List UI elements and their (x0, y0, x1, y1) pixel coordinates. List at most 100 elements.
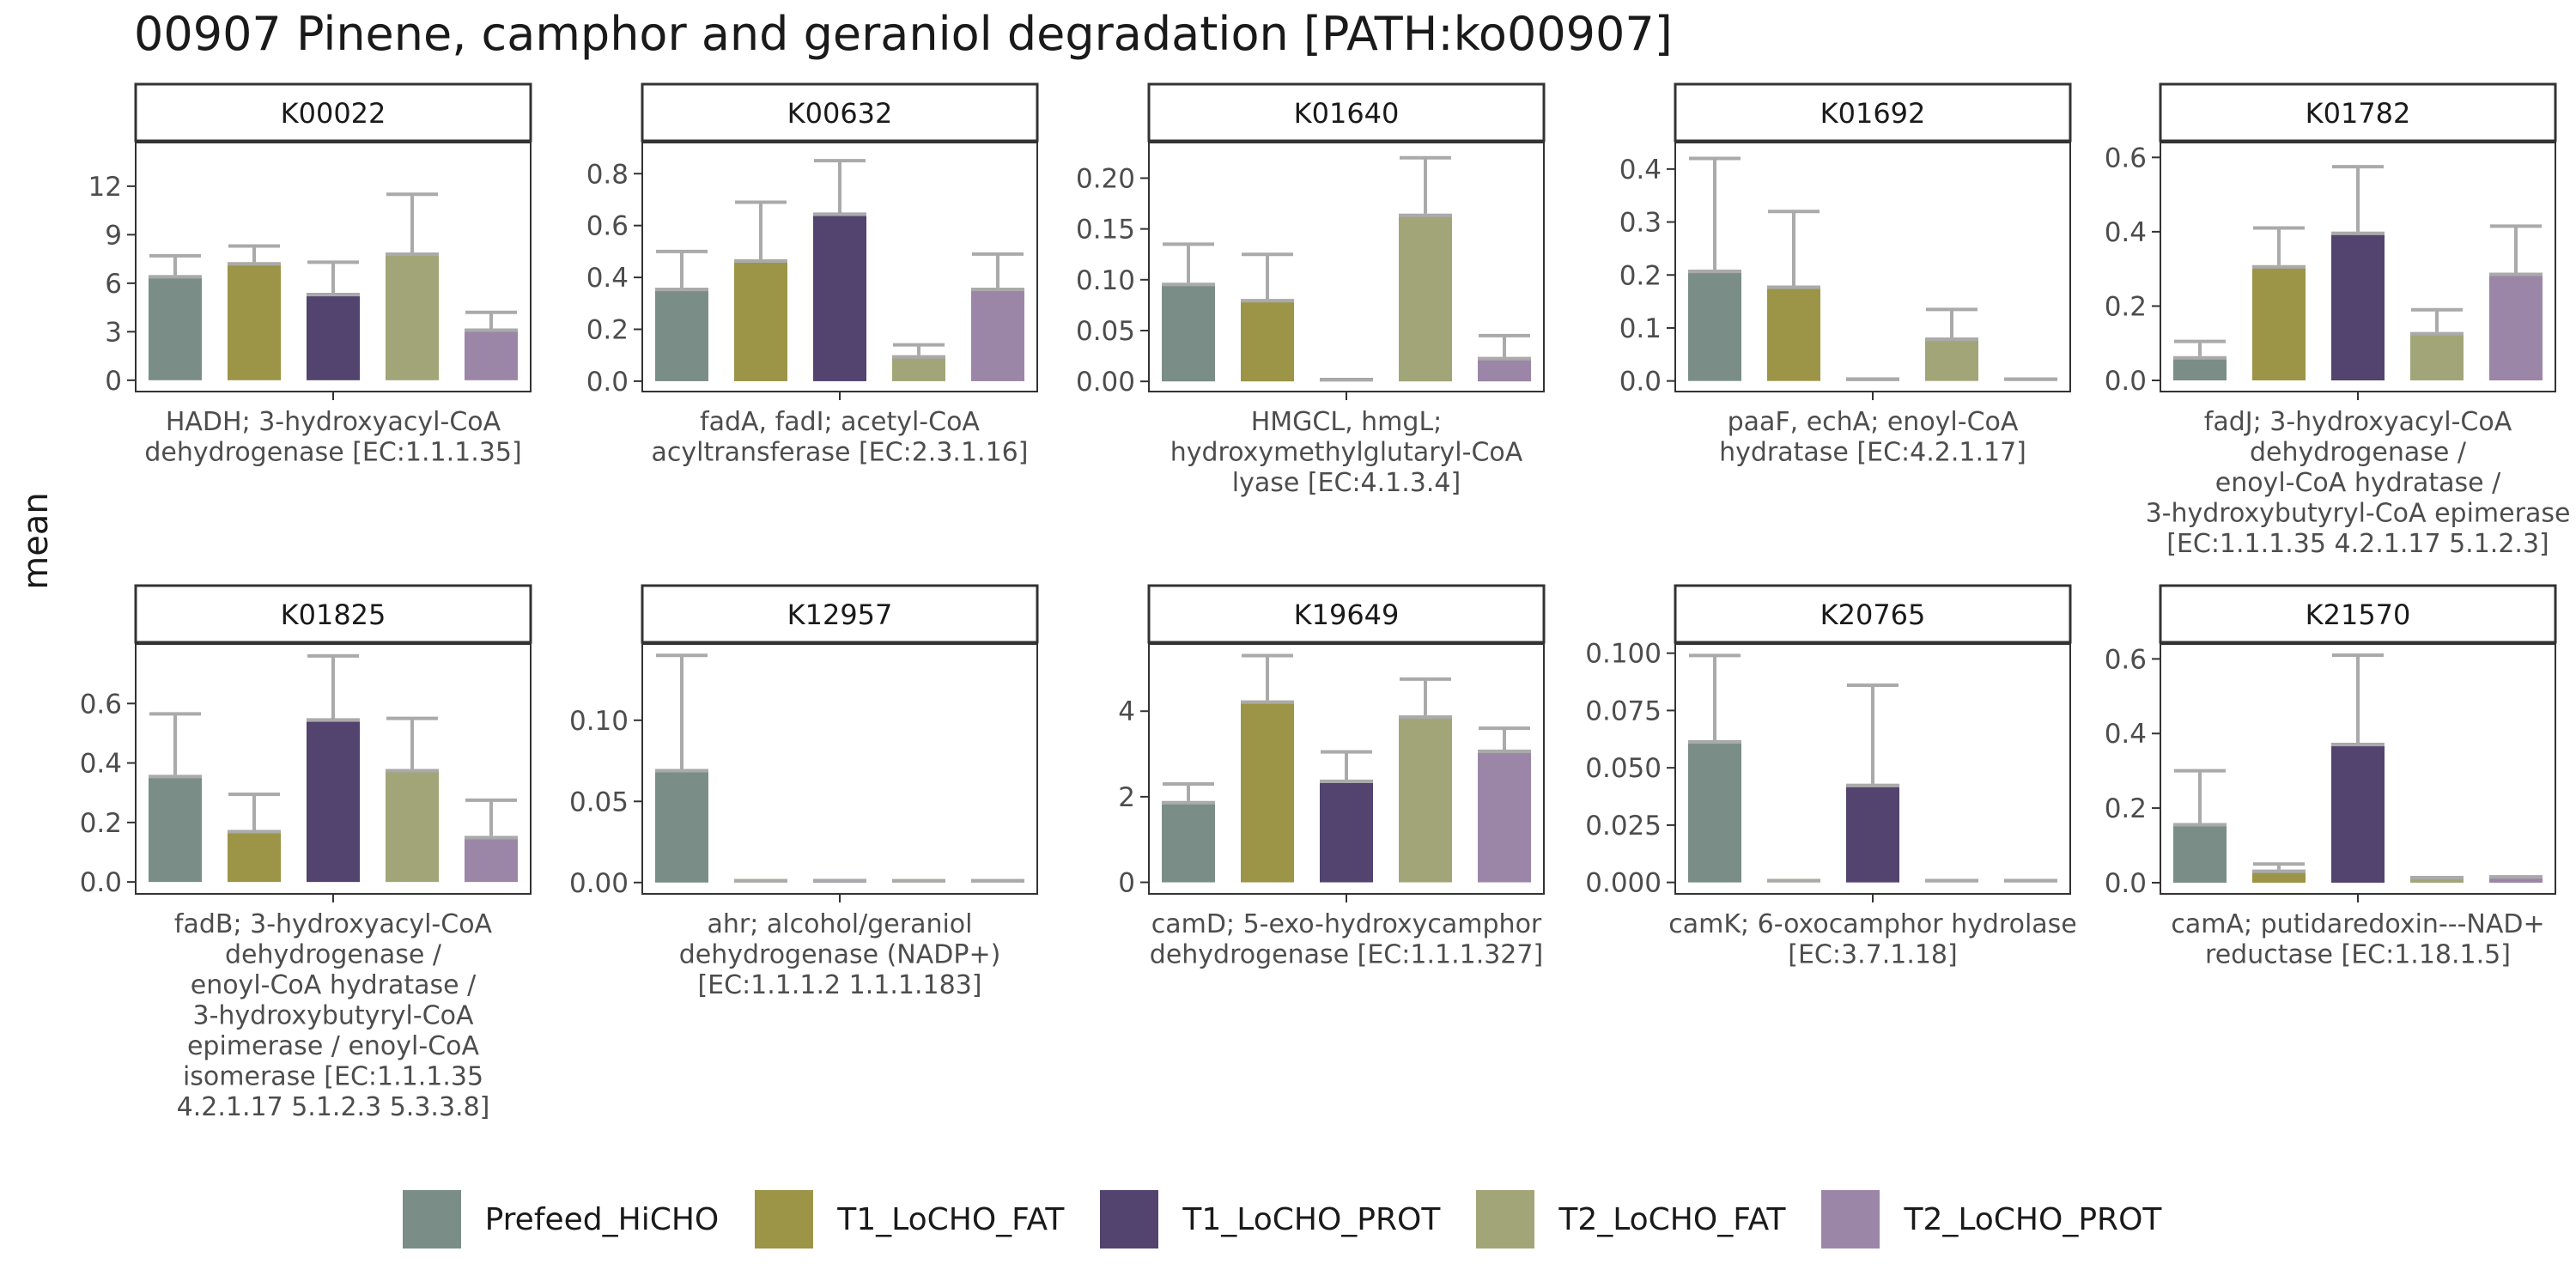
y-tick-label: 0.2 (1619, 260, 1662, 291)
legend-label: T2_LoCHO_FAT (1558, 1201, 1786, 1237)
y-tick-label: 0.05 (569, 787, 629, 817)
y-tick-label: 0.2 (586, 315, 629, 346)
x-tick-label: paaF, echA; enoyl-CoA hydratase [EC:4.2.1… (1719, 407, 2026, 468)
bar (307, 293, 360, 380)
bar (1399, 213, 1452, 382)
x-tick-label-line: dehydrogenase / (225, 940, 442, 970)
bar (1320, 779, 1373, 883)
bar (892, 355, 945, 381)
y-tick-label: 0.0 (1619, 367, 1662, 398)
y-tick-label: 6 (105, 269, 122, 300)
bar (2331, 743, 2385, 883)
x-tick-label: camK; 6-oxocamphor hydrolase [EC:3.7.1.18… (1668, 909, 2077, 970)
x-tick-label: camD; 5-exo-hydroxycamphor dehydrogenase … (1150, 909, 1543, 970)
y-tick-label: 0.4 (1619, 155, 1662, 185)
bar (1688, 270, 1741, 381)
facet-strip-label: K00022 (281, 97, 386, 130)
x-tick-label-line: camK; 6-oxocamphor hydrolase (1668, 909, 2077, 939)
y-tick-label: 0 (105, 366, 122, 397)
facet-strip (641, 82, 1039, 143)
y-tick-label: 0.00 (569, 868, 629, 899)
bar (1478, 356, 1531, 382)
facet-strip (1147, 584, 1546, 644)
y-tick-label: 0.6 (2105, 143, 2147, 173)
facet-strip (641, 584, 1039, 644)
bar (2173, 823, 2227, 883)
y-tick-label: 0.8 (586, 159, 629, 190)
bar (971, 288, 1024, 381)
x-tick-label: fadB; 3-hydroxyacyl-CoA dehydrogenase / en… (174, 909, 493, 1122)
y-tick-label: 0.4 (2105, 719, 2147, 750)
y-tick-label: 0.2 (2105, 291, 2147, 322)
x-tick-label: fadJ; 3-hydroxyacyl-CoA dehydrogenase / en… (2146, 407, 2571, 559)
y-tick-label: 0.6 (80, 689, 122, 720)
facet-panel: K01782 0.0 0.2 0.4 0.6 fadJ; 3-hydroxyacyl-Co… (2105, 82, 2571, 559)
facet-strip (2159, 584, 2557, 644)
bar (1162, 283, 1215, 382)
y-tick-label: 0.6 (2105, 644, 2147, 675)
y-tick-label: 0.000 (1585, 868, 1662, 899)
legend-label: T1_LoCHO_PROT (1182, 1201, 1441, 1237)
x-tick-label-line: fadA, fadI; acetyl-CoA (700, 407, 980, 437)
facet-strip-label: K01692 (1820, 97, 1926, 130)
x-tick-label: HMGCL, hmgL; hydroxymethylglutaryl-CoA lya… (1170, 407, 1523, 498)
legend-key (755, 1190, 814, 1249)
bar (1846, 783, 1899, 883)
y-tick-label: 0.6 (586, 211, 629, 242)
legend-key (1821, 1190, 1880, 1249)
legend-label: T2_LoCHO_PROT (1904, 1201, 2162, 1237)
x-tick-label-line: acyltransferase [EC:2.3.1.16] (652, 438, 1029, 468)
chart-title: 00907 Pinene, camphor and geraniol degra… (134, 7, 1673, 61)
facet-panel: K00632 0.0 0.2 0.4 0.6 0.8 fadA, fadI; acetyl-… (586, 82, 1039, 468)
x-tick-label-line: dehydrogenase [EC:1.1.1.327] (1150, 940, 1543, 970)
legend-item: T1_LoCHO_PROT (1100, 1190, 1452, 1249)
facet-strip-label: K01825 (281, 598, 386, 631)
x-tick-label-line: 3-hydroxybutyryl-CoA (193, 1001, 474, 1031)
y-tick-label: 3 (105, 317, 122, 348)
y-tick-label: 0.100 (1585, 639, 1662, 670)
y-tick-label: 0.15 (1076, 215, 1135, 246)
bar (2331, 231, 2385, 381)
bar (465, 835, 518, 883)
y-tick-label: 0.4 (586, 263, 629, 294)
y-tick-label: 0 (1118, 868, 1135, 899)
bar (307, 718, 360, 883)
facet-panel: K21570 0.0 0.2 0.4 0.6 camA; putidaredoxin---… (2105, 584, 2557, 970)
facet-panel: K01825 0.0 0.2 0.4 0.6 fadB; 3-hydroxyacyl-Co… (80, 584, 532, 1122)
bar (2252, 264, 2306, 381)
y-tick-label: 0.0 (2105, 366, 2147, 397)
facet-strip-label: K12957 (787, 598, 893, 631)
facet-strip (1147, 82, 1546, 143)
y-tick-label: 0.20 (1076, 163, 1135, 194)
y-tick-label: 2 (1118, 782, 1135, 813)
x-tick-label-line: hydratase [EC:4.2.1.17] (1719, 438, 2026, 468)
facet-strip-label: K20765 (1820, 598, 1926, 631)
bar (1241, 700, 1294, 883)
x-tick-label-line: reductase [EC:1.18.1.5] (2205, 940, 2511, 970)
y-tick-label: 0.1 (1619, 313, 1662, 344)
x-tick-label: ahr; alcohol/geraniol dehydrogenase (NADP… (679, 909, 1001, 1000)
y-tick-label: 0.2 (80, 808, 122, 839)
facet-strip-label: K00632 (787, 97, 893, 130)
bar (1688, 740, 1741, 883)
x-tick-label: camA; putidaredoxin---NAD+ reductase [EC:… (2171, 909, 2544, 970)
y-tick-label: 0.0 (80, 867, 122, 898)
bar (2489, 875, 2543, 883)
x-tick-label-line: [EC:3.7.1.18] (1788, 940, 1957, 970)
facet-strip (134, 584, 532, 644)
x-tick-label-line: [EC:1.1.1.35 4.2.1.17 5.1.2.3] (2166, 529, 2549, 559)
x-tick-label-line: [EC:1.1.1.2 1.1.1.183] (697, 970, 981, 1000)
x-tick-label-line: 3-hydroxybutyryl-CoA epimerase (2146, 499, 2571, 529)
bar (2410, 331, 2464, 381)
y-tick-label: 0.4 (2105, 217, 2147, 248)
y-tick-label: 0.4 (80, 749, 122, 780)
legend-key (1476, 1190, 1535, 1249)
facet-panel: K00022 0 3 6 9 12 HADH; 3-hydroxyacyl-CoA dehyd… (88, 82, 532, 468)
y-tick-label: 0.0 (586, 367, 629, 398)
bar (386, 252, 439, 380)
x-tick-label-line: HADH; 3-hydroxyacyl-CoA (166, 407, 501, 437)
facet-strip-label: K19649 (1294, 598, 1400, 631)
bar (655, 288, 708, 381)
